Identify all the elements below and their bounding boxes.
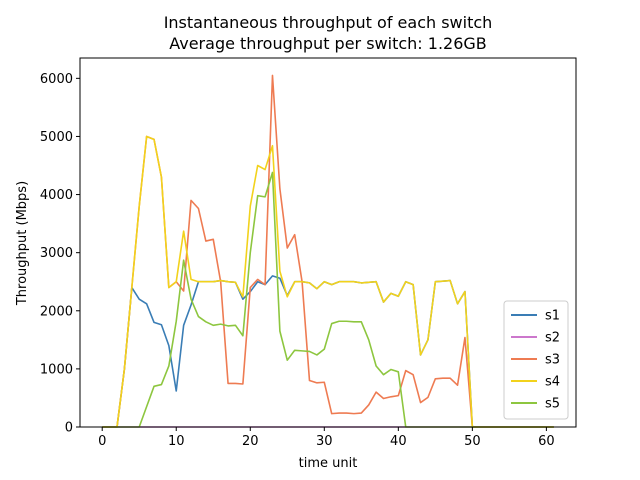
legend-label-s2: s2 <box>545 331 560 346</box>
legend-label-s3: s3 <box>545 353 560 368</box>
x-tick-label: 50 <box>464 434 481 449</box>
x-tick-label: 60 <box>538 434 555 449</box>
y-tick-label: 4000 <box>40 188 73 203</box>
legend: s1 s2 s3 s4 s5 <box>503 300 569 420</box>
legend-label-s1: s1 <box>545 309 560 324</box>
legend-label-s4: s4 <box>545 375 560 390</box>
y-tick-label: 3000 <box>40 246 73 261</box>
y-tick-label: 2000 <box>40 304 73 319</box>
y-tick-label: 1000 <box>40 362 73 377</box>
y-tick-label: 5000 <box>40 130 73 145</box>
y-tick-label: 6000 <box>40 72 73 87</box>
x-tick-label: 20 <box>242 434 259 449</box>
x-axis-label: time unit <box>299 456 358 471</box>
x-tick-label: 10 <box>168 434 185 449</box>
plot-frame <box>79 57 577 428</box>
x-tick-label: 0 <box>98 434 106 449</box>
chart-title: Instantaneous throughput of each switch <box>164 13 493 32</box>
y-tick-label: 0 <box>65 421 73 436</box>
plot-area: 0 10 20 30 40 50 60 0 1000 2000 3000 4000 5000 6000 <box>40 57 577 449</box>
y-axis-label: Throughput (Mbps) <box>15 181 30 306</box>
x-tick-label: 30 <box>316 434 333 449</box>
chart-subtitle: Average throughput per switch: 1.26GB <box>169 34 487 53</box>
x-tick-label: 40 <box>390 434 407 449</box>
legend-label-s5: s5 <box>545 397 560 412</box>
